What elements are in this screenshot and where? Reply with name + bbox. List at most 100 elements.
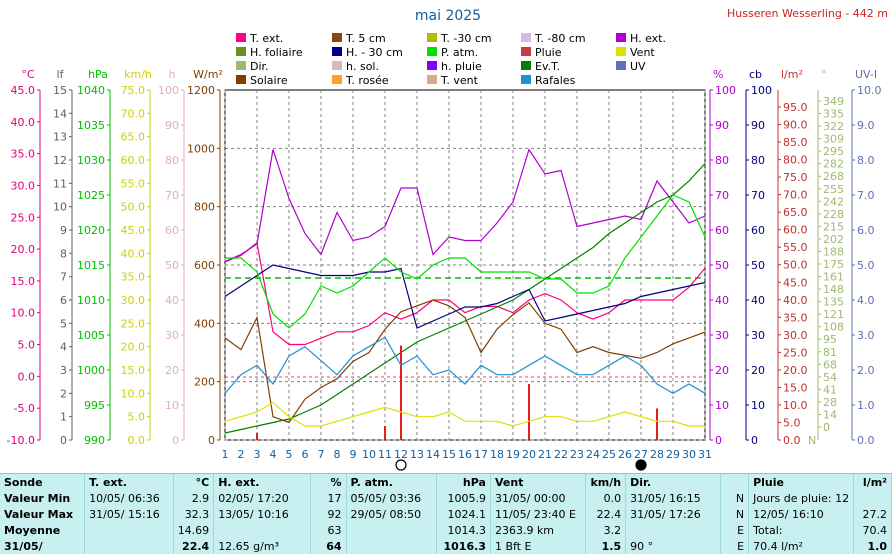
stats-cell: 1005.9: [436, 490, 491, 506]
axis-unit: °: [821, 68, 827, 81]
legend-swatch: [521, 33, 531, 42]
axis-tick-label: 10: [53, 201, 67, 214]
axis-tick-label: 20.0: [783, 364, 808, 377]
legend-label: T. ext.: [249, 32, 283, 45]
x-tick-label: 3: [254, 448, 261, 461]
axis-tick-label: 90: [751, 119, 765, 132]
axis-tick-label: 0: [172, 434, 179, 447]
legend-label: T. -30 cm: [440, 32, 492, 45]
x-tick-label: 12: [394, 448, 408, 461]
stats-header-cell: [720, 474, 750, 490]
x-tick-label: 16: [458, 448, 472, 461]
stats-header-cell: km/h: [585, 474, 627, 490]
axis-tick-label: 40.0: [783, 294, 808, 307]
axis-tick-label: 1010: [77, 294, 105, 307]
stats-header-cell: H. ext.: [213, 474, 311, 490]
axis-tick-label: 5.0: [18, 339, 36, 352]
stats-cell: Jours de pluie: 12: [748, 490, 855, 506]
axis-tick-label: 3: [60, 364, 67, 377]
series: [224, 148, 706, 440]
legend-swatch: [616, 33, 626, 42]
legend-swatch: [236, 47, 246, 56]
axis-unit: lf: [57, 68, 65, 81]
axis-unit: km/h: [124, 68, 152, 81]
x-tick-label: 14: [426, 448, 440, 461]
stats-row: Moyenne 14.69 63 1014.3 2363.9 km 3.2 E Total: 7…: [0, 522, 892, 538]
legend-swatch: [236, 75, 246, 84]
x-tick-label: 22: [554, 448, 568, 461]
stats-cell: N: [720, 490, 750, 506]
station-label: Husseren Wesserling - 442 m: [727, 7, 888, 20]
stats-cell: 64: [310, 538, 347, 554]
axis-tick-label: 600: [194, 259, 215, 272]
legend-label: P. atm.: [441, 46, 478, 59]
axis-unit: h: [169, 68, 176, 81]
x-tick-label: 4: [270, 448, 277, 461]
axis-tick-label: 100: [158, 84, 179, 97]
stats-cell: 70.4 l/m²: [748, 538, 855, 554]
axis-tick-label: 322: [823, 120, 844, 133]
axis-unit: %: [713, 68, 723, 81]
axis-tick-label: 70.0: [783, 189, 808, 202]
stats-cell: 32.3: [173, 506, 215, 522]
x-tick-label: 8: [334, 448, 341, 461]
axis-tick-label: 60: [165, 224, 179, 237]
stats-cell: [346, 522, 437, 538]
axis-tick-label: 6: [60, 294, 67, 307]
axis-tick-label: 995: [84, 399, 105, 412]
axis-tick-label: 40.0: [121, 247, 146, 260]
axis-tick-label: 3.0: [857, 329, 875, 342]
axis-tick-label: 25.0: [11, 211, 36, 224]
axis-tick-label: 50.0: [783, 259, 808, 272]
axis-tick-label: 282: [823, 158, 844, 171]
axis-tick-label: 268: [823, 170, 844, 183]
legend-swatch: [332, 75, 342, 84]
stats-cell: 14.69: [173, 522, 215, 538]
legend-swatch: [521, 61, 531, 70]
x-tick-label: 30: [682, 448, 696, 461]
axis-tick-label: 45.0: [11, 84, 36, 97]
axis-tick-label: 14: [53, 107, 67, 120]
axis-tick-label: 228: [823, 208, 844, 221]
axis-tick-label: 68: [823, 358, 837, 371]
axis-tick-label: 30.0: [11, 179, 36, 192]
axis-tick-label: 50: [715, 259, 729, 272]
stats-header-cell: Vent: [490, 474, 587, 490]
legend-swatch: [616, 61, 626, 70]
axis-tick-label: 2: [60, 387, 67, 400]
axis-tick-label: 10.0: [11, 307, 36, 320]
axis-tick-label: 80: [715, 154, 729, 167]
axis-tick-label: 95: [823, 333, 837, 346]
axis-tick-label: -5.0: [14, 402, 35, 415]
axis-tick-label: 15.0: [121, 364, 146, 377]
stats-header-cell: °C: [173, 474, 215, 490]
axis-tick-label: 0.0: [128, 434, 146, 447]
x-tick-label: 26: [618, 448, 632, 461]
axis-tick-label: 20.0: [11, 243, 36, 256]
axis-tick-label: 15.0: [783, 381, 808, 394]
axis-tick-label: 40: [165, 294, 179, 307]
legend-swatch: [427, 47, 437, 56]
legend-label: Vent: [630, 46, 655, 59]
legend-label: Dir.: [250, 60, 269, 73]
x-tick-label: 9: [350, 448, 357, 461]
chart-title: mai 2025: [415, 8, 481, 24]
axis-tick-label: 0: [60, 434, 67, 447]
axis-tick-label: 30.0: [783, 329, 808, 342]
stats-panel: Sonde T. ext. °C H. ext.% P. atm. hPa Vent km/h…: [0, 473, 892, 554]
stats-cell: 22.4: [173, 538, 215, 554]
stats-cell: 05/05/ 03:36: [346, 490, 437, 506]
axis-tick-label: 95.0: [783, 101, 808, 114]
stats-cell: 2.9: [173, 490, 215, 506]
axis-tick-label: 14: [823, 408, 837, 421]
axis-tick-label: 10: [715, 399, 729, 412]
axis-tick-label: 148: [823, 283, 844, 296]
stats-header-cell: l/m²: [853, 474, 892, 490]
axis-tick-label: 35.0: [11, 148, 36, 161]
axis-tick-label: 90: [715, 119, 729, 132]
axis-tick-label: 5.0: [857, 259, 875, 272]
x-tick-label: 31: [698, 448, 712, 461]
axis-tick-label: 10.0: [121, 387, 146, 400]
right-axes: %1009080706050403020100cb100908070605040…: [709, 68, 882, 447]
stats-cell: 13/05/ 10:16: [213, 506, 311, 522]
